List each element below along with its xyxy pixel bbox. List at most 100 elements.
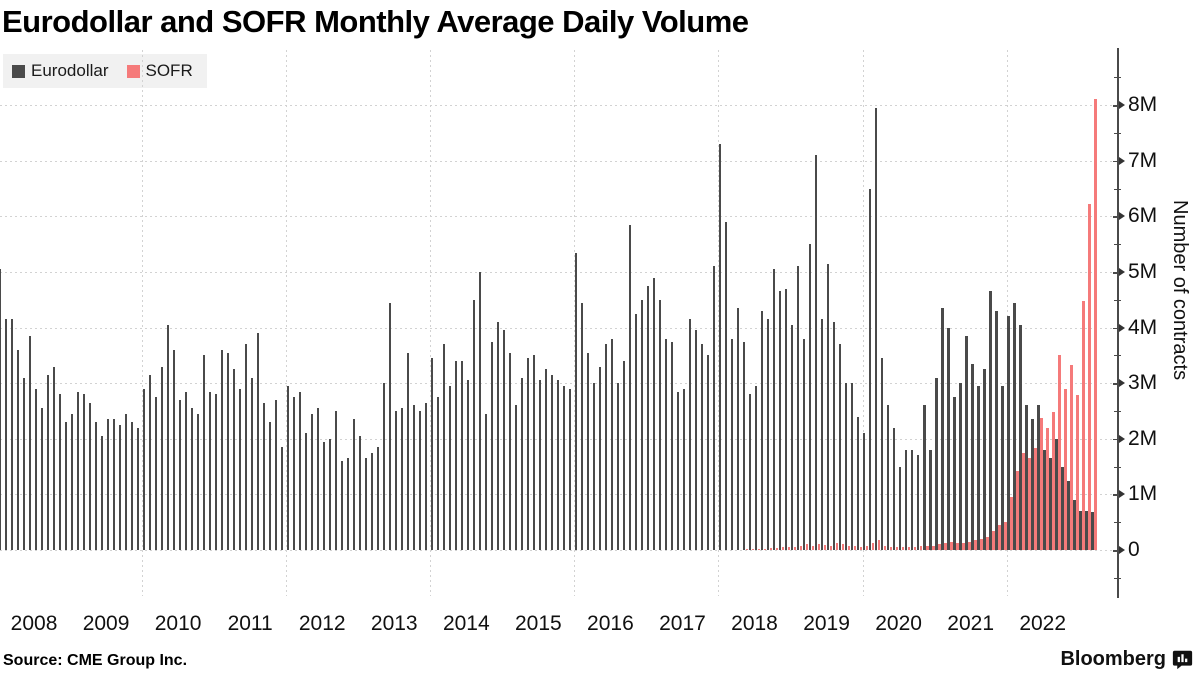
eurodollar-bar	[881, 358, 884, 550]
eurodollar-bar	[851, 383, 854, 550]
x-axis-year-label: 2018	[731, 612, 778, 635]
x-axis-year-label: 2012	[298, 612, 346, 635]
eurodollar-bar	[779, 291, 782, 550]
y-axis-minor-tick	[1114, 188, 1121, 190]
sofr-bar	[1058, 355, 1061, 550]
eurodollar-bar	[358, 436, 362, 550]
sofr-bar	[1088, 204, 1091, 550]
eurodollar-bar	[382, 383, 386, 550]
y-axis-tick-arrow-icon	[1119, 156, 1125, 165]
sofr-bar	[914, 546, 917, 550]
sofr-bar	[812, 545, 815, 550]
x-axis-year-label: 2020	[875, 612, 922, 635]
eurodollar-bar	[166, 324, 169, 550]
eurodollar-bar	[424, 402, 428, 550]
eurodollar-bar	[461, 360, 464, 550]
eurodollar-bar	[1091, 512, 1094, 550]
eurodollar-bar	[785, 288, 788, 550]
h-gridline	[0, 272, 1117, 273]
sofr-bar	[1094, 98, 1097, 550]
eurodollar-bar	[160, 366, 163, 550]
x-axis-year-label: 2008	[10, 612, 58, 635]
eurodollar-bar	[623, 360, 626, 550]
x-axis-year-label: 2019	[803, 612, 850, 635]
eurodollar-bar	[196, 413, 200, 550]
sofr-bar	[878, 539, 881, 550]
sofr-bar	[902, 547, 905, 550]
bloomberg-branding: Bloomberg	[1060, 648, 1193, 671]
eurodollar-bar	[172, 349, 175, 550]
eurodollar-bar	[328, 438, 332, 550]
eurodollar-bar	[1079, 511, 1082, 550]
y-axis-minor-tick	[1114, 522, 1121, 524]
eurodollar-bar	[136, 427, 139, 550]
eurodollar-bar	[965, 335, 968, 550]
eurodollar-bar	[436, 397, 440, 550]
eurodollar-bar	[1073, 499, 1076, 550]
eurodollar-bar	[1025, 405, 1028, 550]
sofr-bar	[1076, 395, 1079, 550]
eurodollar-bar	[449, 385, 452, 550]
eurodollar-bar	[581, 302, 584, 550]
eurodollar-bar	[184, 391, 187, 550]
y-axis-major-tick	[1113, 216, 1122, 218]
eurodollar-bar	[346, 458, 350, 550]
eurodollar-bar	[334, 411, 338, 550]
sofr-bar	[830, 545, 833, 550]
eurodollar-bar	[250, 377, 254, 550]
sofr-bar	[968, 541, 971, 550]
eurodollar-bar	[244, 344, 248, 550]
eurodollar-bar	[605, 344, 608, 550]
sofr-bar	[794, 546, 797, 550]
eurodollar-bar	[16, 349, 19, 550]
eurodollar-bar	[599, 366, 602, 550]
y-axis-tick-label: 7M	[1128, 148, 1158, 172]
eurodollar-bar	[725, 221, 728, 550]
eurodollar-bar	[587, 352, 590, 550]
sofr-bar	[950, 541, 953, 550]
eurodollar-bar	[629, 224, 632, 550]
y-axis-minor-tick	[1114, 133, 1121, 134]
sofr-bar	[1040, 418, 1043, 550]
eurodollar-bar	[545, 369, 548, 550]
bloomberg-wordmark: Bloomberg	[1060, 648, 1166, 670]
eurodollar-bar	[28, 335, 31, 550]
eurodollar-bar	[821, 319, 824, 550]
eurodollar-bar	[905, 449, 908, 550]
bloomberg-terminal-icon	[1172, 650, 1193, 670]
eurodollar-bar	[509, 352, 512, 550]
eurodollar-bar	[406, 352, 410, 550]
y-axis-tick-label: 3M	[1128, 371, 1158, 395]
legend-label-sofr: SOFR	[145, 61, 193, 80]
eurodollar-bar	[1043, 449, 1046, 550]
eurodollar-bar	[364, 458, 368, 550]
sofr-bar	[782, 547, 785, 550]
eurodollar-bar	[809, 244, 812, 550]
eurodollar-bar	[256, 333, 260, 550]
y-axis-tick-arrow-icon	[1119, 268, 1125, 276]
h-gridline	[0, 216, 1117, 218]
eurodollar-bar	[827, 263, 830, 550]
sofr-bar	[896, 546, 899, 550]
sofr-bar	[1064, 388, 1067, 550]
x-axis-year-label: 2015	[515, 612, 562, 635]
sofr-bar	[1046, 428, 1049, 550]
sofr-bar	[932, 545, 935, 550]
eurodollar-bar	[1067, 480, 1070, 550]
y-axis-tick-arrow-icon	[1119, 212, 1125, 221]
eurodollar-bar	[473, 299, 476, 550]
eurodollar-bar	[749, 394, 752, 550]
sofr-bar	[872, 543, 875, 550]
eurodollar-bar	[641, 299, 644, 550]
sofr-bar	[764, 548, 767, 550]
eurodollar-bar	[971, 363, 974, 550]
sofr-bar	[1052, 411, 1055, 550]
eurodollar-bar	[539, 380, 542, 550]
eurodollar-bar	[683, 388, 686, 550]
h-gridline	[0, 105, 1117, 107]
eurodollar-bar	[70, 413, 73, 550]
eurodollar-bar	[731, 338, 734, 550]
sofr-bar	[770, 548, 773, 550]
eurodollar-bar	[376, 447, 380, 550]
eurodollar-bar	[533, 355, 536, 550]
